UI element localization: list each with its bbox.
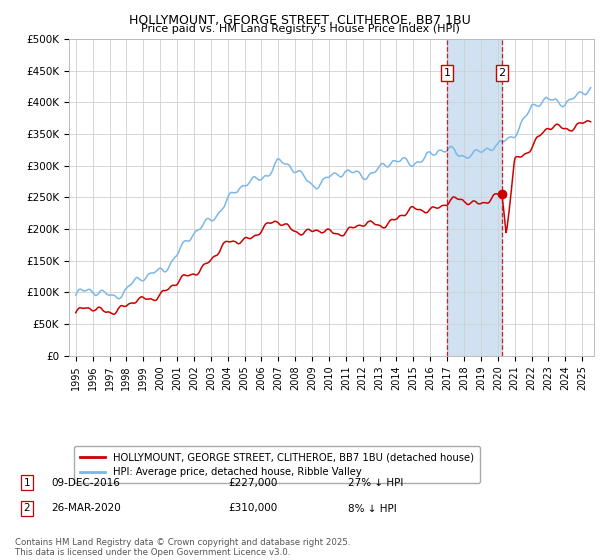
Text: 2: 2 <box>499 68 506 78</box>
Text: £310,000: £310,000 <box>228 503 277 514</box>
Text: 1: 1 <box>23 478 31 488</box>
Text: 1: 1 <box>443 68 451 78</box>
Text: 8% ↓ HPI: 8% ↓ HPI <box>348 503 397 514</box>
Text: Price paid vs. HM Land Registry's House Price Index (HPI): Price paid vs. HM Land Registry's House … <box>140 24 460 34</box>
Text: 26-MAR-2020: 26-MAR-2020 <box>51 503 121 514</box>
Bar <box>447 39 502 356</box>
Text: 2: 2 <box>23 503 31 514</box>
Text: Contains HM Land Registry data © Crown copyright and database right 2025.
This d: Contains HM Land Registry data © Crown c… <box>15 538 350 557</box>
Legend: HOLLYMOUNT, GEORGE STREET, CLITHEROE, BB7 1BU (detached house), HPI: Average pri: HOLLYMOUNT, GEORGE STREET, CLITHEROE, BB… <box>74 446 480 483</box>
Text: £227,000: £227,000 <box>228 478 277 488</box>
Text: HOLLYMOUNT, GEORGE STREET, CLITHEROE, BB7 1BU: HOLLYMOUNT, GEORGE STREET, CLITHEROE, BB… <box>129 14 471 27</box>
Text: 09-DEC-2016: 09-DEC-2016 <box>51 478 120 488</box>
Text: 27% ↓ HPI: 27% ↓ HPI <box>348 478 403 488</box>
